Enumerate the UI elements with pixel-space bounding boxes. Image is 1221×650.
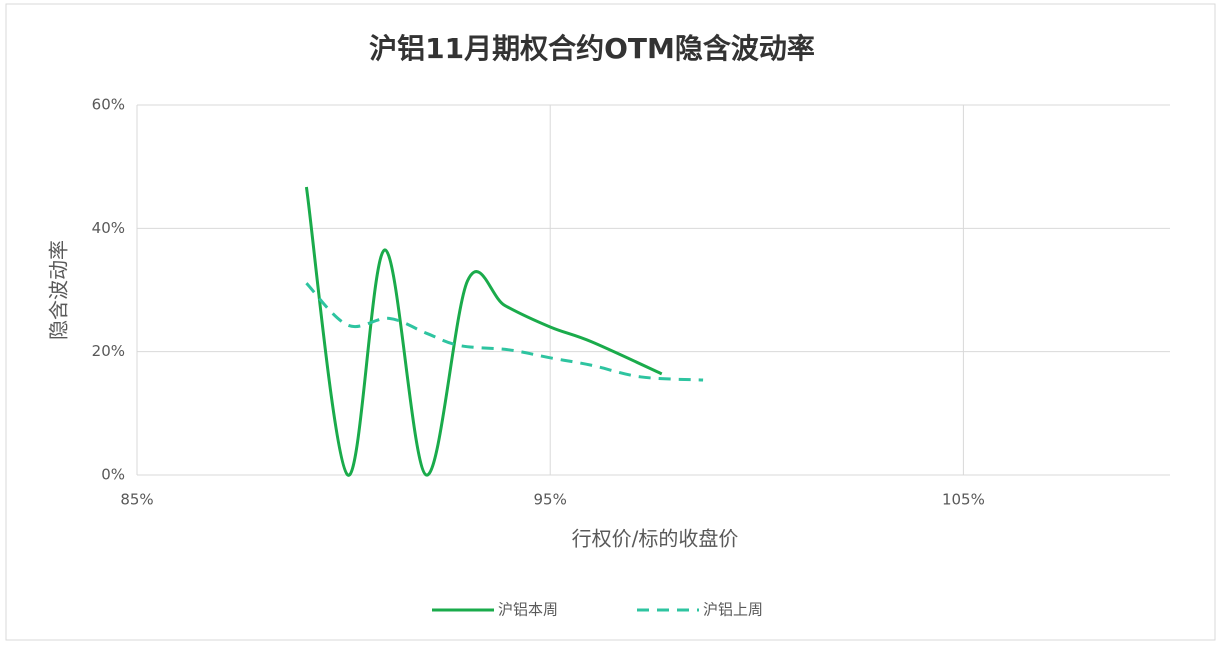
chart-border — [5, 3, 1216, 641]
y-axis-label: 隐含波动率 — [47, 240, 71, 340]
x-tick-label: 105% — [942, 491, 985, 509]
legend-label: 沪铝上周 — [703, 601, 763, 619]
y-tick-label: 20% — [92, 342, 125, 360]
line-series — [304, 186, 663, 477]
x-axis-label: 行权价/标的收盘价 — [572, 527, 739, 551]
legend-label: 沪铝本周 — [498, 601, 558, 619]
chart-title: 沪铝11月期权合约OTM隐含波动率 — [369, 32, 815, 65]
x-tick-label: 85% — [120, 491, 153, 509]
y-tick-label: 0% — [101, 466, 125, 484]
y-tick-label: 40% — [92, 219, 125, 237]
y-tick-label: 60% — [92, 96, 125, 114]
x-tick-label: 95% — [534, 491, 567, 509]
line-series — [305, 282, 704, 382]
